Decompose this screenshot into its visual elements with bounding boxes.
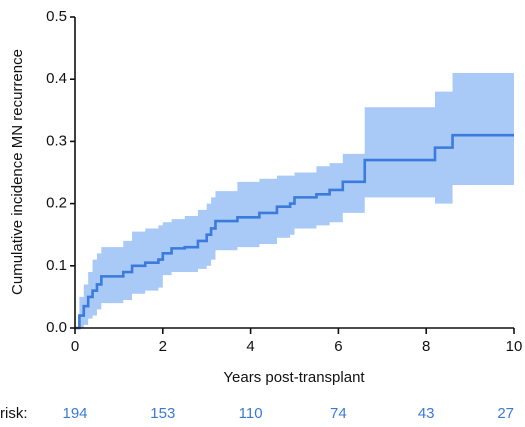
y-tick-label: 0.4 (46, 70, 67, 87)
y-tick-label: 0.1 (46, 257, 67, 274)
risk-count: 194 (62, 405, 87, 422)
x-tick-label: 10 (506, 338, 523, 355)
risk-count: 110 (239, 405, 263, 422)
x-tick-label: 6 (334, 338, 342, 355)
x-tick-label: 0 (71, 338, 79, 355)
x-axis-label: Years post-transplant (223, 369, 365, 386)
x-tick-label: 2 (159, 338, 167, 355)
y-tick-label: 0.0 (46, 319, 67, 336)
risk-label: risk: (0, 405, 28, 422)
y-tick-label: 0.3 (46, 132, 67, 149)
risk-count: 27 (497, 405, 514, 422)
x-tick-label: 4 (246, 338, 254, 355)
x-tick-label: 8 (422, 338, 430, 355)
incidence-line (75, 133, 514, 330)
y-tick-label: 0.2 (46, 195, 67, 212)
y-tick-label: 0.5 (46, 8, 67, 25)
y-axis-label: Cumulative incidence MN recurrence (9, 49, 26, 295)
risk-count: 43 (418, 405, 435, 422)
risk-count: 74 (330, 405, 347, 422)
risk-count: 153 (150, 405, 175, 422)
